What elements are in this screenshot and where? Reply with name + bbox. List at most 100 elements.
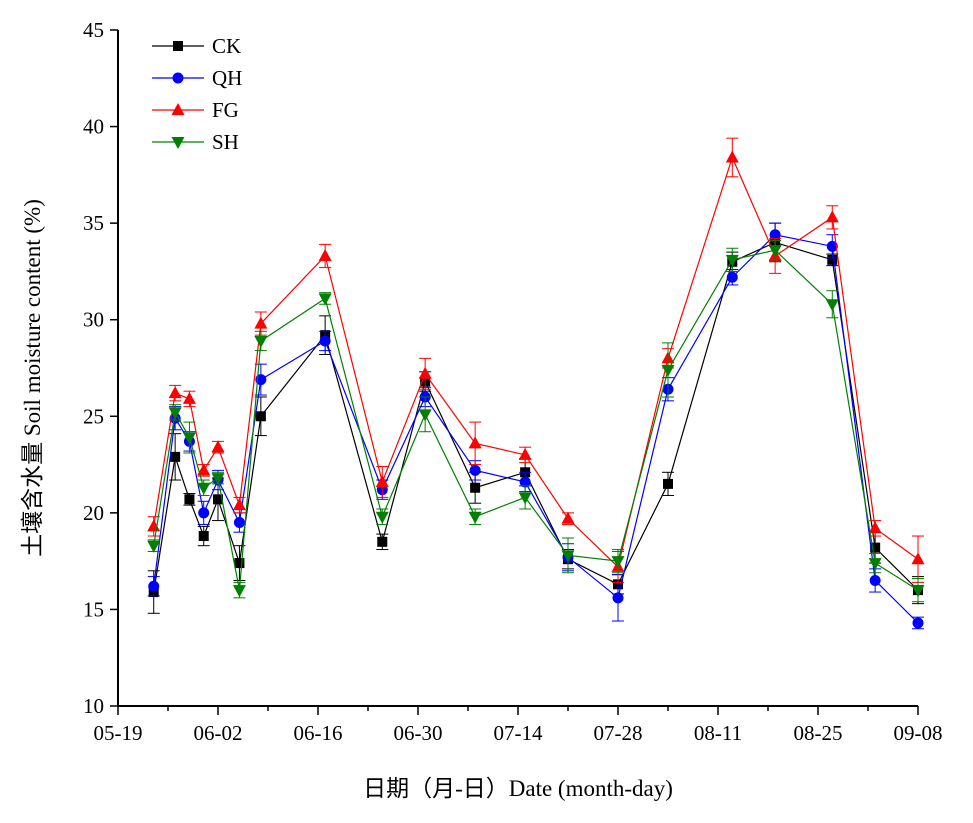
data-point-fg (725, 150, 739, 163)
legend-marker (171, 103, 185, 115)
data-point-fg (254, 316, 268, 329)
x-tick-label: 05-19 (94, 721, 143, 745)
data-point-ck (198, 531, 209, 542)
data-point-sh (375, 511, 389, 524)
legend-marker (171, 137, 185, 149)
y-tick-label: 15 (83, 597, 104, 621)
data-point-sh (318, 293, 332, 306)
y-tick-label: 40 (83, 115, 104, 139)
data-point-sh (232, 585, 246, 598)
data-point-fg (418, 366, 432, 379)
legend-item-fg: FG (152, 98, 239, 122)
legend-label: CK (212, 34, 241, 58)
axes: 10 15 20 25 30 35 40 45 05-19 06-02 06-16 06-30 07-1… (83, 18, 943, 745)
data-point-ck (870, 542, 881, 553)
data-point-sh (418, 409, 432, 422)
x-tick-label: 07-28 (594, 721, 643, 745)
legend-marker (173, 41, 183, 51)
series-sh (147, 240, 925, 603)
legend-marker (172, 72, 184, 84)
data-point-qh (519, 476, 531, 488)
data-point-qh (726, 271, 738, 283)
x-tick-label: 06-30 (394, 721, 443, 745)
data-point-sh (825, 299, 839, 312)
y-tick-label: 25 (83, 404, 104, 428)
data-point-qh (233, 517, 245, 529)
legend-item-sh: SH (152, 130, 239, 154)
data-point-fg (232, 498, 246, 511)
data-point-sh (768, 245, 782, 258)
data-point-ck (234, 558, 245, 569)
data-point-ck (255, 411, 266, 422)
legend-label: FG (212, 98, 239, 122)
data-point-fg (197, 463, 211, 476)
series-fg (147, 137, 925, 583)
data-point-fg (911, 552, 925, 565)
x-tick-label: 07-14 (494, 721, 543, 745)
y-tick-label: 30 (83, 308, 104, 332)
data-point-qh (912, 617, 924, 629)
x-axis-title: 日期（月-日）Date (month-day) (363, 776, 673, 801)
plot-area (147, 137, 925, 630)
y-tick-label: 20 (83, 501, 104, 525)
x-tick-label: 09-08 (894, 721, 943, 745)
data-point-sh (518, 492, 532, 505)
legend-item-ck: CK (152, 34, 241, 58)
data-point-fg (825, 210, 839, 223)
data-point-sh (561, 550, 575, 563)
data-point-ck (377, 536, 388, 547)
data-point-ck (213, 494, 223, 505)
data-point-qh (612, 592, 624, 604)
data-point-qh (769, 229, 781, 241)
data-point-qh (198, 507, 210, 519)
data-point-sh (868, 558, 882, 571)
x-tick-label: 06-16 (294, 721, 343, 745)
data-point-fg (182, 391, 196, 404)
x-tick-label: 08-11 (694, 721, 742, 745)
legend-label: QH (212, 66, 242, 90)
legend: CK QH FG SH (152, 34, 242, 154)
series-line-ck (153, 241, 919, 593)
data-point-ck (470, 482, 481, 493)
data-point-sh (725, 254, 739, 267)
data-point-qh (826, 240, 838, 252)
data-point-sh (468, 511, 482, 524)
y-tick-label: 10 (83, 694, 104, 718)
y-tick-label: 45 (83, 18, 104, 42)
data-point-sh (911, 585, 925, 598)
data-point-sh (211, 473, 225, 486)
data-point-sh (661, 364, 675, 377)
x-tick-label: 06-02 (194, 721, 243, 745)
data-point-fg (168, 386, 182, 399)
series-line-sh (153, 249, 919, 591)
data-point-qh (869, 574, 881, 586)
data-point-sh (611, 556, 625, 569)
data-point-sh (147, 540, 161, 553)
x-tick-label: 08-25 (794, 721, 843, 745)
legend-item-qh: QH (152, 66, 242, 90)
legend-label: SH (212, 130, 239, 154)
data-point-qh (319, 335, 331, 347)
data-point-fg (561, 511, 575, 524)
data-point-ck (827, 254, 838, 265)
data-point-fg (518, 447, 532, 460)
series-line-fg (153, 155, 919, 569)
data-point-qh (148, 580, 160, 592)
series-qh (147, 222, 924, 630)
data-point-fg (147, 519, 161, 532)
data-point-fg (211, 440, 225, 453)
data-point-sh (168, 407, 182, 420)
data-point-ck (184, 494, 195, 505)
data-point-fg (318, 248, 332, 261)
data-point-ck (663, 478, 673, 489)
y-tick-label: 35 (83, 211, 104, 235)
data-point-fg (468, 436, 482, 449)
series-line-qh (153, 234, 919, 624)
data-point-sh (182, 432, 196, 445)
data-point-fg (375, 474, 389, 487)
data-point-qh (469, 464, 481, 476)
data-point-ck (170, 451, 181, 462)
data-point-sh (197, 482, 211, 495)
y-axis-title: 土壤含水量 Soil moisture content (%) (20, 199, 45, 557)
